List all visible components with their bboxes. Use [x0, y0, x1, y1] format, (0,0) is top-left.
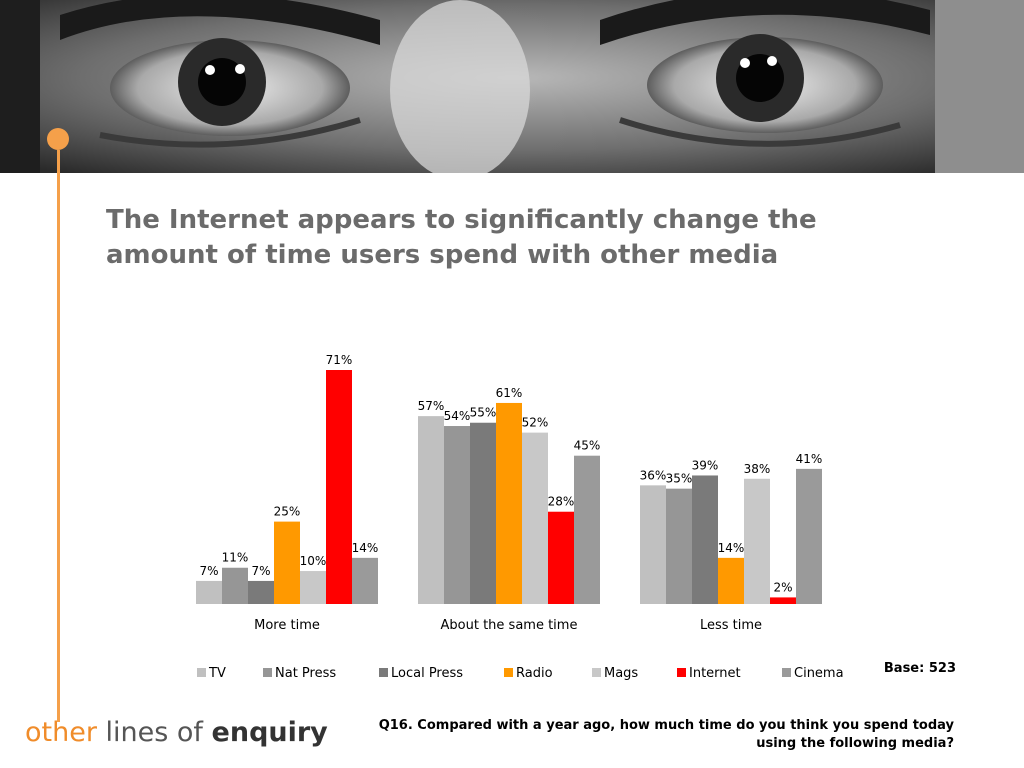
bar-mags-3 — [744, 478, 770, 604]
logo-word-other: other — [25, 717, 97, 748]
data-label: 55% — [470, 406, 497, 420]
data-label: 2% — [773, 580, 792, 594]
data-label: 35% — [666, 472, 693, 486]
company-logo: other lines of enquiry — [25, 713, 328, 753]
data-label: 11% — [222, 551, 249, 565]
data-label: 14% — [718, 541, 745, 555]
survey-question: Q16. Compared with a year ago, how much … — [378, 718, 954, 751]
legend-swatch — [263, 668, 272, 677]
logo-word-enquiry: enquiry — [211, 717, 328, 748]
data-label: 7% — [251, 564, 270, 578]
bar-mags-2 — [522, 432, 548, 604]
category-label: More time — [254, 618, 320, 633]
bar-cinema-2 — [574, 455, 600, 604]
logo-word-lines-of: lines of — [105, 717, 203, 748]
data-label: 36% — [640, 468, 667, 482]
legend-swatch — [379, 668, 388, 677]
header-photo-eyes — [0, 0, 1024, 173]
data-label: 54% — [444, 409, 471, 423]
bar-internet-2 — [548, 511, 574, 604]
bar-cinema-3 — [796, 468, 822, 604]
data-label: 61% — [496, 386, 523, 400]
legend-swatch — [782, 668, 791, 677]
slide-title: The Internet appears to significantly ch… — [106, 205, 817, 270]
data-label: 28% — [548, 495, 575, 509]
legend-swatch — [197, 668, 206, 677]
bar-radio-3 — [718, 557, 744, 604]
data-label: 57% — [418, 399, 445, 413]
data-label: 25% — [274, 505, 301, 519]
bar-nat-press-3 — [666, 488, 692, 604]
bar-tv-2 — [418, 416, 444, 604]
data-label: 45% — [574, 439, 601, 453]
legend-swatch — [677, 668, 686, 677]
bar-radio-2 — [496, 402, 522, 604]
base-note: Base: 523 — [883, 661, 956, 676]
legend-label: Internet — [689, 666, 741, 681]
bar-local-press-3 — [692, 475, 718, 604]
data-label: 10% — [300, 554, 327, 568]
bar-tv-3 — [640, 485, 666, 604]
data-label: 41% — [796, 452, 823, 466]
bar-internet-1 — [326, 370, 352, 604]
bar-local-press-1 — [248, 580, 274, 604]
data-label: 7% — [199, 564, 218, 578]
data-label: 38% — [744, 462, 771, 476]
legend-label: Local Press — [391, 666, 463, 681]
data-label: 14% — [352, 541, 379, 555]
data-label: 71% — [326, 353, 353, 367]
bar-tv-1 — [196, 580, 222, 604]
data-label: 52% — [522, 416, 549, 430]
legend-label: Nat Press — [275, 666, 336, 681]
bar-local-press-2 — [470, 422, 496, 604]
legend-label: Mags — [604, 666, 638, 681]
legend-swatch — [592, 668, 601, 677]
bar-radio-1 — [274, 521, 300, 604]
legend-label: Radio — [516, 666, 553, 681]
bar-cinema-1 — [352, 557, 378, 604]
category-label: Less time — [700, 618, 762, 633]
legend-swatch — [504, 668, 513, 677]
data-label: 39% — [692, 458, 719, 472]
bar-nat-press-1 — [222, 567, 248, 604]
bar-internet-3 — [770, 597, 796, 604]
category-label: About the same time — [441, 618, 578, 633]
accent-line — [57, 150, 60, 722]
legend-label: Cinema — [794, 666, 844, 681]
accent-dot — [47, 128, 69, 150]
bar-mags-1 — [300, 571, 326, 604]
bar-nat-press-2 — [444, 426, 470, 604]
legend-label: TV — [208, 666, 226, 681]
